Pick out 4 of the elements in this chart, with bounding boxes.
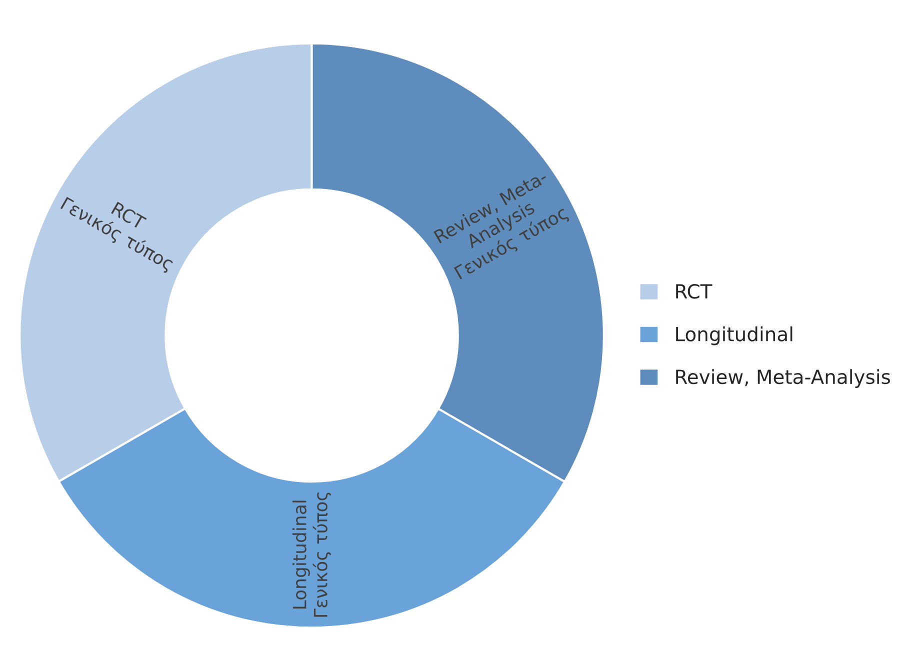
data-label: Longitudinal Γενικός τύπος — [292, 492, 332, 617]
legend-label: Longitudinal — [676, 326, 792, 346]
legend-label: RCT — [676, 284, 712, 299]
legend-label: Review, Meta-Analysis — [676, 369, 890, 388]
